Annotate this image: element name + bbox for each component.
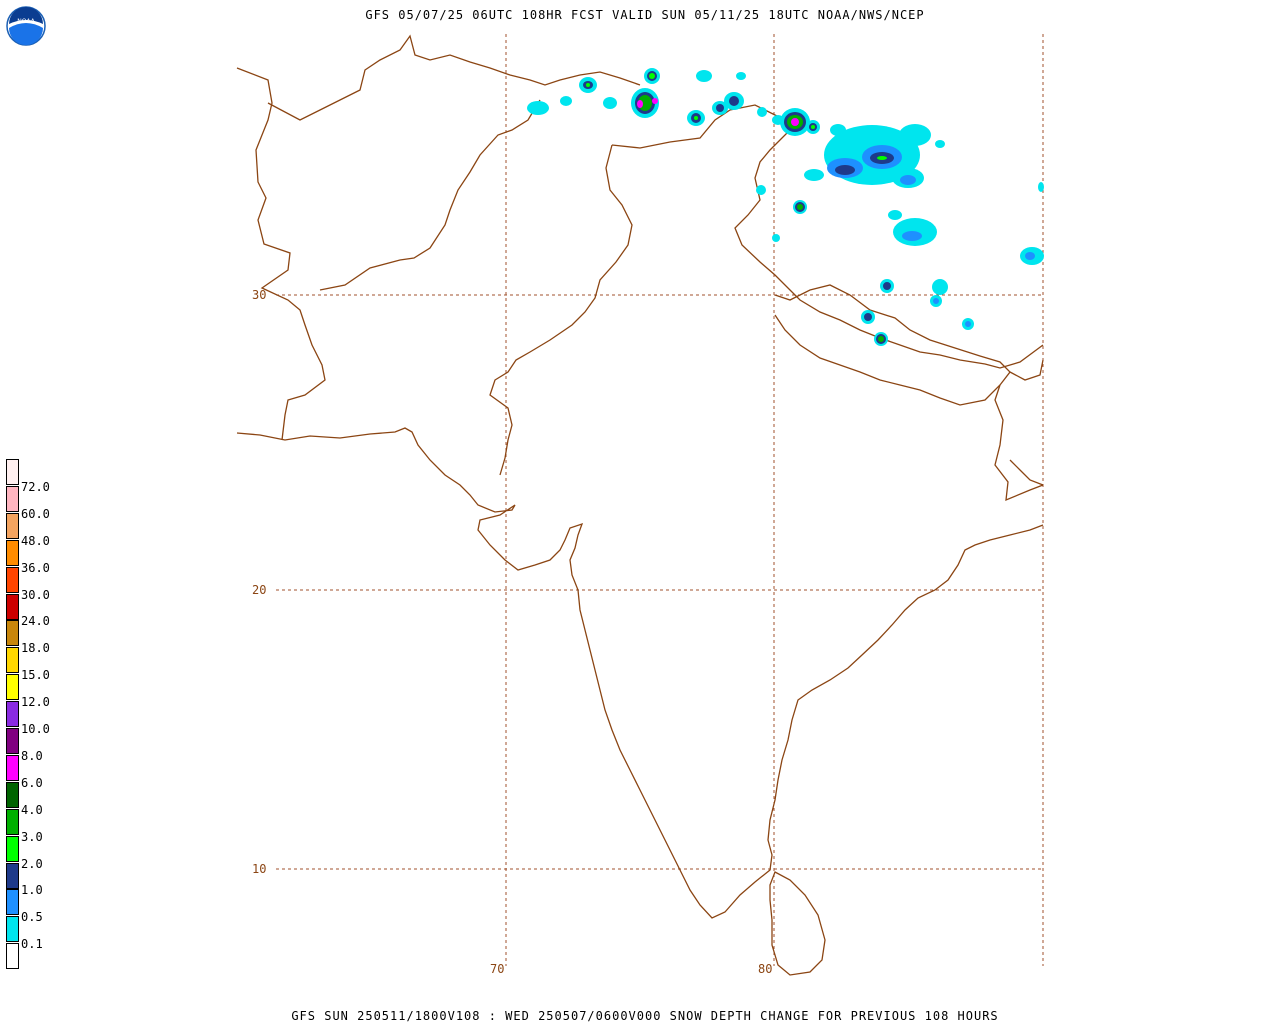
legend-swatch	[6, 889, 19, 916]
map-borders	[236, 34, 1044, 976]
lat-label-20: 20	[252, 583, 266, 597]
legend-label: 15.0	[21, 668, 50, 683]
legend-swatch	[6, 512, 19, 539]
legend-swatch	[6, 485, 19, 512]
legend-swatch	[6, 647, 19, 674]
bangladesh-border	[1009, 359, 1044, 381]
east-border-extension	[1009, 459, 1044, 486]
afghanistan-north-border	[267, 34, 641, 121]
nepal-border	[774, 284, 1011, 406]
legend-swatch-top	[6, 459, 19, 485]
legend-label: 6.0	[21, 775, 43, 790]
legend-swatch	[6, 728, 19, 754]
legend-swatch	[6, 754, 19, 781]
legend-label: 4.0	[21, 802, 43, 817]
lat-label-10: 10	[252, 862, 266, 876]
noaa-logo-icon: NOAA	[6, 6, 46, 46]
legend-swatch	[6, 835, 19, 862]
legend-label: 2.0	[21, 856, 43, 871]
legend-swatch	[6, 539, 19, 566]
legend-label: 1.0	[21, 883, 43, 898]
pakistan-west-border	[319, 99, 541, 291]
legend-swatch	[6, 620, 19, 647]
legend-swatch	[6, 943, 19, 970]
snow-depth-contours	[527, 68, 1044, 346]
legend-label: 0.1	[21, 937, 43, 952]
legend-swatch	[6, 862, 19, 889]
lon-label-80: 80	[758, 962, 772, 976]
legend-swatch	[6, 916, 19, 943]
legend-label: 30.0	[21, 587, 50, 602]
legend-label: 24.0	[21, 614, 50, 629]
pakistan-india-border	[489, 144, 633, 476]
legend-swatch	[6, 701, 19, 728]
legend-swatch	[6, 566, 19, 593]
india-east-border	[994, 384, 1044, 502]
legend-label: 36.0	[21, 560, 50, 575]
west-coastline	[236, 427, 1044, 919]
color-scale-legend: 72.0 60.0 48.0 36.0 30.0 24.0 18.0 15.0 12.0 10.0…	[6, 459, 66, 974]
legend-swatch	[6, 808, 19, 835]
lat-lon-grid	[276, 34, 1044, 966]
lat-label-30: 30	[252, 288, 266, 302]
map-subtitle: GFS SUN 250511/1800V108 : WED 250507/060…	[291, 1009, 999, 1023]
legend-label: 0.5	[21, 910, 43, 925]
legend-swatch	[6, 781, 19, 808]
legend-label: 48.0	[21, 533, 50, 548]
legend-label: 12.0	[21, 695, 50, 710]
legend-swatch	[6, 674, 19, 701]
lon-label-70: 70	[490, 962, 504, 976]
legend-label: 3.0	[21, 829, 43, 844]
map-title: GFS 05/07/25 06UTC 108HR FCST VALID SUN …	[365, 8, 925, 22]
legend-label: 10.0	[21, 722, 50, 736]
legend-label: 18.0	[21, 641, 50, 656]
legend-label: 8.0	[21, 748, 43, 763]
legend-swatch	[6, 593, 19, 620]
afghanistan-border	[236, 67, 326, 441]
legend-label: 60.0	[21, 506, 50, 521]
sri-lanka-coastline	[769, 871, 826, 976]
legend-label: 72.0	[21, 479, 50, 494]
svg-text:NOAA: NOAA	[17, 18, 35, 25]
